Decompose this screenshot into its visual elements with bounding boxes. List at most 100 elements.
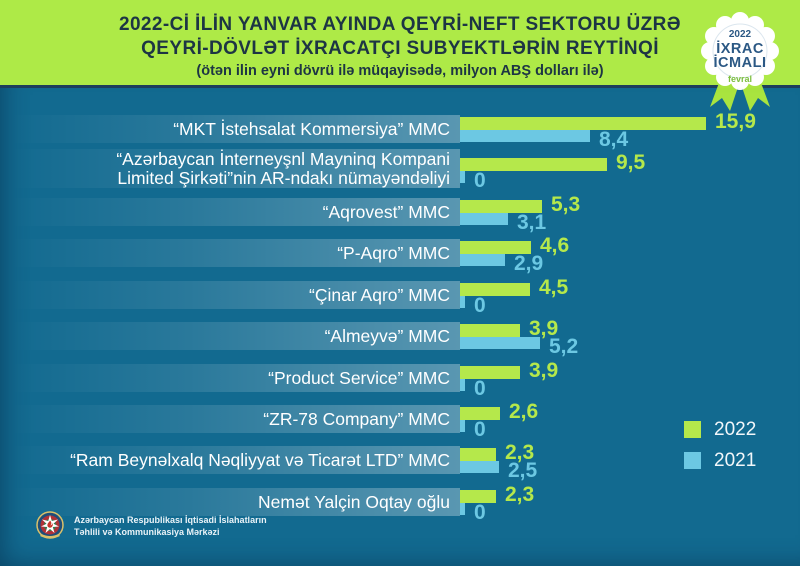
row-bars: 4,5 0 <box>460 277 790 317</box>
badge-line-1: İXRAC <box>716 40 764 57</box>
row-bars: 15,9 8,4 <box>460 111 790 151</box>
row-label-band: “Aqrovest” MMC <box>10 198 460 226</box>
category-label: “Product Service” MMC <box>268 367 450 388</box>
bar-2021 <box>460 213 508 225</box>
value-2021: 0 <box>474 169 486 192</box>
bar-2021 <box>460 379 465 391</box>
value-2021: 2,5 <box>508 459 538 482</box>
bar-2022 <box>460 158 607 171</box>
row-bars: 2,3 2,5 <box>460 442 790 482</box>
category-label: “Çinar Aqro” MMC <box>309 284 450 305</box>
legend-label-2022: 2022 <box>714 418 757 440</box>
chart-row: “Çinar Aqro” MMC 4,5 0 <box>10 277 790 317</box>
row-label-band: “Azərbaycan İnterneyşnl Mayninq Kompani … <box>10 149 460 188</box>
legend-label-2021: 2021 <box>714 449 757 471</box>
value-2021: 0 <box>474 294 486 317</box>
title-line-1: 2022-Cİ İLİN YANVAR AYINDA QEYRİ-NEFT SE… <box>118 14 682 35</box>
row-bars: 5,3 3,1 <box>460 194 790 234</box>
category-label: “Azərbaycan İnterneyşnl Mayninq Kompani … <box>116 149 450 188</box>
row-label-band: “MKT İstehsalat Kommersiya” MMC <box>10 115 460 143</box>
organization-line-1: Azərbaycan Respublikası İqtisadi İslahat… <box>74 515 267 525</box>
chart-row: “Azərbaycan İnterneyşnl Mayninq Kompani … <box>10 149 790 192</box>
chart-row: “Product Service” MMC 3,9 0 <box>10 360 790 400</box>
value-2022: 4,5 <box>539 276 569 299</box>
badge-month: fevral <box>728 74 752 84</box>
value-2021: 5,2 <box>549 335 579 358</box>
bar-2022 <box>460 200 542 213</box>
bar-2021 <box>460 130 590 142</box>
category-label: “MKT İstehsalat Kommersiya” MMC <box>173 118 450 139</box>
header: 2022-Cİ İLİN YANVAR AYINDA QEYRİ-NEFT SE… <box>0 0 800 88</box>
issue-badge: 2022 İXRAC İCMALI fevral <box>688 4 792 121</box>
category-label: “Ram Beynəlxalq Nəqliyyat və Ticarət LTD… <box>70 449 450 470</box>
bar-2022 <box>460 283 530 296</box>
page-subtitle: (ötən ilin eyni dövrü ilə müqayisədə, mi… <box>196 63 604 79</box>
chart-row: “ZR-78 Company” MMC 2,6 0 <box>10 401 790 441</box>
row-bars: 2,3 0 <box>460 484 790 524</box>
value-2022: 2,3 <box>505 483 535 506</box>
rosette-seal-icon: 2022 İXRAC İCMALI fevral <box>701 12 779 111</box>
row-bars: 3,9 0 <box>460 360 790 400</box>
category-label: “Almeyvə” MMC <box>324 325 450 346</box>
legend-item-2021: 2021 <box>684 449 757 471</box>
bar-2022 <box>460 407 500 420</box>
value-2022: 4,6 <box>540 234 570 257</box>
value-2022: 5,3 <box>551 193 581 216</box>
row-label-band: “ZR-78 Company” MMC <box>10 405 460 433</box>
bar-2022 <box>460 490 496 503</box>
bar-2022 <box>460 241 531 254</box>
bar-2022 <box>460 366 520 379</box>
row-label-band: “Almeyvə” MMC <box>10 322 460 350</box>
category-label: Nemət Yalçin Oqtay oğlu <box>258 491 450 512</box>
bar-2022 <box>460 324 520 337</box>
row-label-band: “P-Aqro” MMC <box>10 239 460 267</box>
badge-line-2: İCMALI <box>714 54 767 71</box>
bar-2021 <box>460 461 499 473</box>
chart-row: “MKT İstehsalat Kommersiya” MMC 15,9 8,4 <box>10 111 790 151</box>
bar-2021 <box>460 337 540 349</box>
legend-swatch-2021 <box>684 452 701 469</box>
value-2022: 9,5 <box>616 151 646 174</box>
row-label-band: “Product Service” MMC <box>10 364 460 392</box>
value-2022: 2,3 <box>505 441 535 464</box>
category-label: “P-Aqro” MMC <box>337 242 450 263</box>
value-2022: 15,9 <box>715 110 756 133</box>
legend-swatch-2022 <box>684 421 701 438</box>
row-bars: 4,6 2,9 <box>460 235 790 275</box>
title-line-2: QEYRİ-DÖVLƏT İXRACATÇI SUBYEKTLƏRİN REYT… <box>141 38 659 59</box>
bar-2021 <box>460 420 465 432</box>
badge-year: 2022 <box>729 29 752 40</box>
value-2021: 3,1 <box>517 211 547 234</box>
azerbaijan-emblem-icon <box>36 511 64 539</box>
value-2021: 0 <box>474 501 486 524</box>
value-2021: 8,4 <box>599 128 629 151</box>
row-bars: 9,5 0 <box>460 152 790 192</box>
chart-row: “Almeyvə” MMC 3,9 5,2 <box>10 318 790 358</box>
bar-2021 <box>460 296 465 308</box>
value-2021: 0 <box>474 377 486 400</box>
footer: Azərbaycan Respublikası İqtisadi İslahat… <box>34 510 267 542</box>
page-title: 2022-Cİ İLİN YANVAR AYINDA QEYRİ-NEFT SE… <box>0 13 800 61</box>
value-2022: 3,9 <box>529 359 559 382</box>
chart-row: “Ram Beynəlxalq Nəqliyyat və Ticarət LTD… <box>10 442 790 482</box>
row-label-band: “Ram Beynəlxalq Nəqliyyat və Ticarət LTD… <box>10 446 460 474</box>
chart-row: “Aqrovest” MMC 5,3 3,1 <box>10 194 790 234</box>
row-bars: 3,9 5,2 <box>460 318 790 358</box>
bar-2021 <box>460 254 505 266</box>
organization-line-2: Təhlili və Kommunikasiya Mərkəzi <box>74 527 220 537</box>
value-2021: 2,9 <box>514 252 544 275</box>
organization-name: Azərbaycan Respublikası İqtisadi İslahat… <box>74 514 267 538</box>
row-bars: 2,6 0 <box>460 401 790 441</box>
bar-2021 <box>460 171 465 183</box>
bar-2022 <box>460 448 496 461</box>
bar-2022 <box>460 117 706 130</box>
chart-row: “P-Aqro” MMC 4,6 2,9 <box>10 235 790 275</box>
bar-2021 <box>460 503 465 515</box>
legend: 2022 2021 <box>684 418 757 483</box>
category-label: “ZR-78 Company” MMC <box>263 408 450 429</box>
chart-row: Nemət Yalçin Oqtay oğlu 2,3 0 <box>10 484 790 524</box>
value-2022: 2,6 <box>509 400 539 423</box>
row-label-band: “Çinar Aqro” MMC <box>10 281 460 309</box>
